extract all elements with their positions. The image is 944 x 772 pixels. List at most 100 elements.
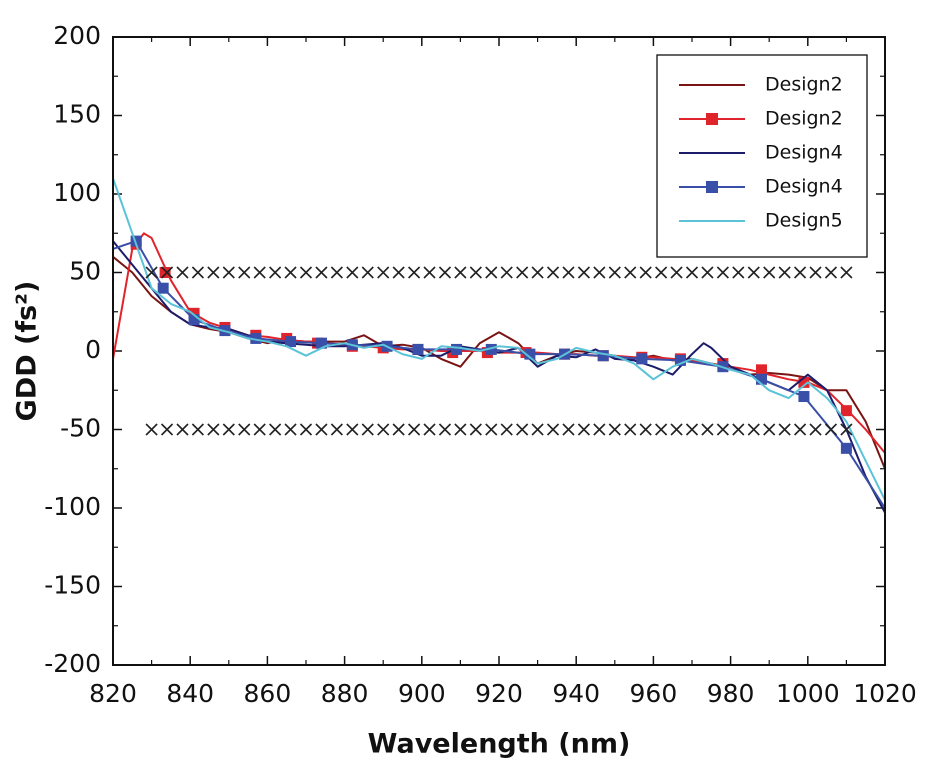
x-marker <box>392 266 405 279</box>
series-line <box>112 177 886 501</box>
y-tick-label: -50 <box>60 414 101 443</box>
x-marker <box>655 266 668 279</box>
x-tick-label: 840 <box>166 679 214 708</box>
x-marker <box>840 266 853 279</box>
square-marker <box>285 336 297 348</box>
x-marker <box>361 266 374 279</box>
x-marker <box>809 423 822 436</box>
square-marker <box>485 343 497 355</box>
x-marker <box>670 266 683 279</box>
y-tick-label: -100 <box>44 492 101 521</box>
x-marker <box>377 266 390 279</box>
x-marker <box>778 423 791 436</box>
x-marker <box>732 266 745 279</box>
legend-label: Design4 <box>765 176 843 198</box>
x-marker <box>639 266 652 279</box>
x-marker <box>562 266 575 279</box>
square-marker <box>798 376 810 388</box>
x-marker <box>284 423 297 436</box>
x-marker <box>160 266 174 279</box>
legend-marker <box>706 181 718 193</box>
x-marker <box>207 423 220 436</box>
x-marker <box>701 266 714 279</box>
x-tick-label: 1000 <box>776 679 840 708</box>
x-marker <box>701 423 714 436</box>
x-tick-label: 960 <box>630 679 678 708</box>
x-marker <box>238 423 251 436</box>
x-marker <box>346 266 359 279</box>
x-marker <box>608 423 621 436</box>
x-marker <box>315 423 328 436</box>
x-marker <box>269 423 282 436</box>
x-marker <box>330 423 343 436</box>
x-marker <box>315 266 328 279</box>
x-marker <box>685 266 699 279</box>
x-marker <box>176 423 189 436</box>
x-marker <box>763 266 776 279</box>
x-marker <box>624 266 637 279</box>
legend-label: Design5 <box>765 210 843 232</box>
x-marker <box>747 266 760 279</box>
square-marker <box>250 332 262 344</box>
x-marker <box>577 423 590 436</box>
x-marker <box>145 266 158 279</box>
x-marker <box>438 266 452 279</box>
x-marker <box>269 266 282 279</box>
x-marker <box>454 423 467 436</box>
square-marker <box>130 235 142 247</box>
x-marker <box>840 423 853 436</box>
square-marker <box>412 343 424 355</box>
y-tick-label: 100 <box>53 178 101 207</box>
x-marker <box>485 266 498 279</box>
x-marker <box>361 423 374 436</box>
x-marker <box>593 266 606 279</box>
x-marker <box>299 423 313 436</box>
x-marker <box>824 423 838 436</box>
y-tick-label: -150 <box>44 571 101 600</box>
x-marker <box>716 423 729 436</box>
square-marker <box>840 442 852 454</box>
x-marker <box>546 266 560 279</box>
x-axis-title: Wavelength (nm) <box>368 729 631 760</box>
x-marker <box>238 266 251 279</box>
square-marker <box>755 364 767 376</box>
square-marker <box>157 282 169 294</box>
x-marker <box>778 266 791 279</box>
x-marker <box>377 423 390 436</box>
legend-marker <box>706 113 718 125</box>
x-marker <box>747 423 760 436</box>
x-marker <box>500 266 513 279</box>
x-marker <box>531 423 544 436</box>
plot-frame <box>112 36 886 666</box>
x-marker <box>145 423 158 436</box>
y-tick-label: -200 <box>44 649 101 678</box>
x-marker <box>222 266 235 279</box>
x-marker <box>284 266 297 279</box>
x-marker <box>794 423 807 436</box>
x-tick-label: 880 <box>321 679 369 708</box>
square-marker <box>674 354 686 366</box>
y-tick-label: 0 <box>85 335 101 364</box>
x-marker <box>408 423 421 436</box>
legend-label: Design2 <box>765 108 843 130</box>
square-marker <box>159 267 171 278</box>
x-marker <box>454 266 467 279</box>
x-marker <box>423 423 436 436</box>
x-marker <box>546 423 560 436</box>
x-tick-label: 940 <box>552 679 600 708</box>
square-marker <box>315 337 327 349</box>
x-marker <box>531 266 544 279</box>
x-marker <box>346 423 359 436</box>
x-marker <box>253 266 266 279</box>
legend-label: Design4 <box>765 142 843 164</box>
x-marker <box>577 266 590 279</box>
square-marker <box>840 405 852 417</box>
x-marker <box>685 423 699 436</box>
y-tick-label: 50 <box>69 257 101 286</box>
x-marker <box>330 266 343 279</box>
y-axis-title: GDD (fs²) <box>12 281 43 422</box>
square-marker <box>524 348 536 360</box>
y-tick-label: 200 <box>53 21 101 50</box>
x-marker <box>299 266 313 279</box>
x-marker <box>824 266 838 279</box>
